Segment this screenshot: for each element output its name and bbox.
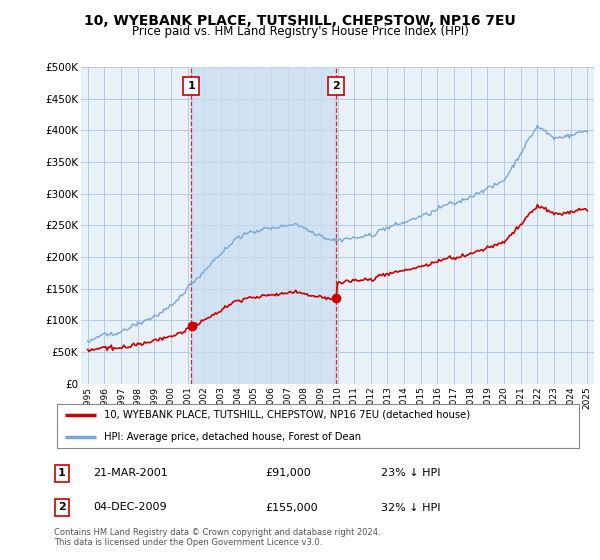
FancyBboxPatch shape xyxy=(56,404,580,449)
Text: 2: 2 xyxy=(58,502,66,512)
Bar xyxy=(191,67,336,384)
Text: 21-MAR-2001: 21-MAR-2001 xyxy=(94,468,169,478)
Text: £91,000: £91,000 xyxy=(265,468,311,478)
Text: 23% ↓ HPI: 23% ↓ HPI xyxy=(382,468,441,478)
Text: Contains HM Land Registry data © Crown copyright and database right 2024.
This d: Contains HM Land Registry data © Crown c… xyxy=(54,528,380,547)
Text: 04-DEC-2009: 04-DEC-2009 xyxy=(94,502,167,512)
Text: £155,000: £155,000 xyxy=(265,502,318,512)
Text: Price paid vs. HM Land Registry's House Price Index (HPI): Price paid vs. HM Land Registry's House … xyxy=(131,25,469,38)
Text: HPI: Average price, detached house, Forest of Dean: HPI: Average price, detached house, Fore… xyxy=(104,432,361,442)
Text: 2: 2 xyxy=(332,81,340,91)
Text: 1: 1 xyxy=(58,468,66,478)
Text: 10, WYEBANK PLACE, TUTSHILL, CHEPSTOW, NP16 7EU (detached house): 10, WYEBANK PLACE, TUTSHILL, CHEPSTOW, N… xyxy=(104,410,470,420)
Text: 32% ↓ HPI: 32% ↓ HPI xyxy=(382,502,441,512)
Text: 1: 1 xyxy=(187,81,195,91)
Text: 10, WYEBANK PLACE, TUTSHILL, CHEPSTOW, NP16 7EU: 10, WYEBANK PLACE, TUTSHILL, CHEPSTOW, N… xyxy=(84,14,516,28)
